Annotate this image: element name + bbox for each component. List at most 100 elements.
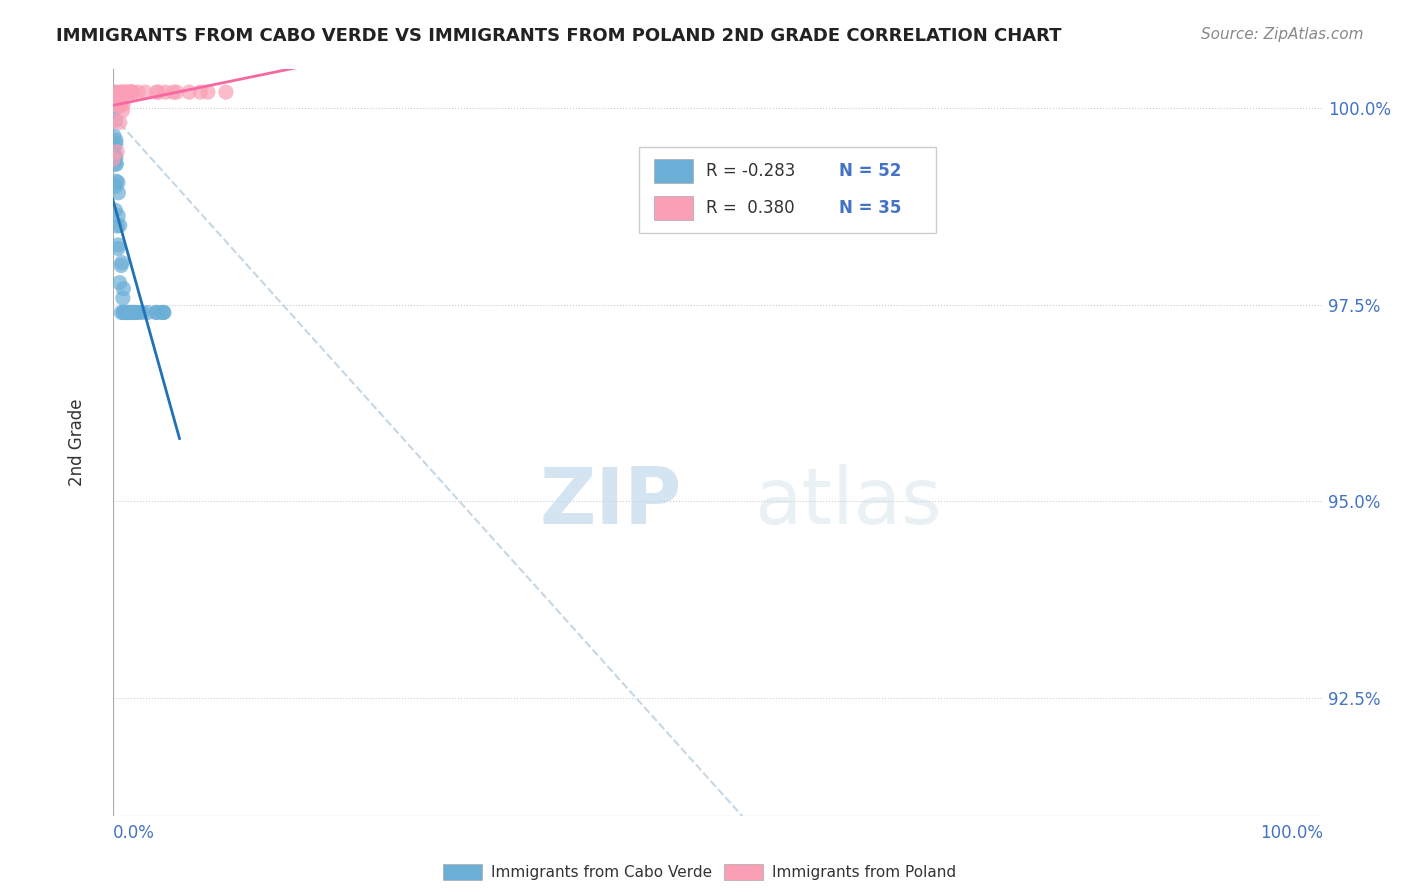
Point	[104, 203, 127, 218]
Point	[108, 276, 131, 290]
Point	[115, 305, 138, 319]
Point	[112, 305, 135, 319]
Point	[107, 242, 129, 256]
Point	[105, 174, 128, 188]
Text: IMMIGRANTS FROM CABO VERDE VS IMMIGRANTS FROM POLAND 2ND GRADE CORRELATION CHART: IMMIGRANTS FROM CABO VERDE VS IMMIGRANTS…	[56, 27, 1062, 45]
Point	[121, 85, 143, 99]
Text: ZIP: ZIP	[540, 464, 682, 541]
Point	[112, 85, 135, 99]
Point	[124, 305, 146, 319]
Text: 100.0%: 100.0%	[1260, 824, 1323, 842]
Point	[118, 305, 141, 319]
Point	[153, 305, 176, 319]
Point	[136, 305, 159, 319]
Point	[120, 85, 142, 99]
Text: 2nd Grade: 2nd Grade	[67, 399, 86, 486]
Point	[111, 95, 134, 109]
Point	[104, 157, 127, 171]
Point	[155, 85, 177, 99]
Point	[104, 179, 127, 194]
Point	[103, 85, 125, 99]
Point	[124, 305, 146, 319]
FancyBboxPatch shape	[654, 196, 693, 220]
Text: 0.0%: 0.0%	[112, 824, 155, 842]
Point	[107, 186, 129, 200]
Point	[104, 136, 127, 151]
Text: N = 52: N = 52	[839, 162, 901, 180]
Point	[120, 85, 142, 99]
Point	[152, 305, 174, 319]
Text: R = -0.283: R = -0.283	[706, 162, 796, 180]
Point	[105, 85, 128, 99]
Point	[131, 305, 153, 319]
Point	[128, 305, 150, 319]
Point	[150, 305, 173, 319]
Point	[112, 87, 135, 101]
Point	[108, 85, 131, 99]
Point	[121, 305, 143, 319]
Point	[188, 85, 211, 99]
FancyBboxPatch shape	[654, 159, 693, 183]
Point	[104, 133, 127, 147]
Point	[121, 85, 143, 99]
Point	[111, 85, 134, 99]
Point	[111, 291, 134, 305]
Text: Source: ZipAtlas.com: Source: ZipAtlas.com	[1201, 27, 1364, 42]
Point	[148, 85, 170, 99]
Point	[103, 93, 125, 107]
Point	[112, 305, 135, 319]
Point	[103, 143, 125, 157]
Point	[134, 85, 156, 99]
Point	[125, 305, 148, 319]
Point	[115, 305, 138, 319]
Point	[103, 104, 125, 119]
Point	[107, 209, 129, 223]
Point	[166, 85, 188, 99]
Point	[215, 85, 238, 99]
Point	[179, 85, 201, 99]
Point	[145, 305, 167, 319]
Text: atlas: atlas	[755, 464, 942, 541]
Point	[146, 85, 169, 99]
Point	[111, 103, 134, 118]
Point	[110, 259, 132, 273]
Point	[145, 305, 167, 319]
Text: Immigrants from Cabo Verde: Immigrants from Cabo Verde	[491, 865, 711, 880]
Point	[103, 140, 125, 154]
Point	[117, 85, 139, 99]
Point	[105, 145, 128, 159]
Point	[121, 85, 143, 99]
Point	[107, 176, 129, 190]
Point	[110, 99, 132, 113]
Point	[127, 85, 149, 99]
Point	[103, 114, 125, 128]
Point	[104, 153, 127, 167]
Point	[105, 98, 128, 112]
Point	[118, 305, 141, 319]
Point	[115, 305, 138, 319]
Text: Immigrants from Poland: Immigrants from Poland	[772, 865, 956, 880]
Point	[101, 152, 124, 166]
Point	[110, 95, 132, 110]
Point	[112, 97, 135, 112]
Point	[114, 85, 136, 99]
Point	[117, 85, 139, 99]
Point	[112, 282, 135, 296]
Point	[197, 85, 219, 99]
Point	[105, 157, 128, 171]
Point	[120, 305, 142, 319]
Point	[162, 85, 184, 99]
Point	[103, 147, 125, 161]
Point	[110, 305, 132, 319]
Point	[112, 305, 135, 319]
Point	[107, 238, 129, 252]
FancyBboxPatch shape	[640, 147, 936, 233]
Point	[115, 305, 138, 319]
Text: R =  0.380: R = 0.380	[706, 199, 794, 218]
Point	[104, 151, 127, 165]
Point	[108, 115, 131, 129]
Point	[104, 113, 127, 128]
Point	[111, 255, 134, 269]
Point	[103, 128, 125, 143]
Point	[105, 219, 128, 233]
